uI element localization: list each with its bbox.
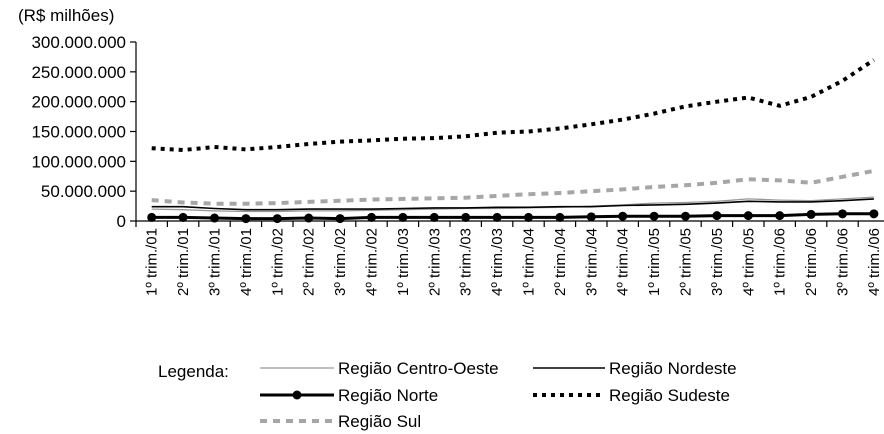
y-tick-label: 0 <box>117 212 126 231</box>
x-tick-label: 2º trim./03 <box>426 228 443 296</box>
x-tick-label: 1º trim./05 <box>646 228 663 296</box>
series-line-regiao-norte <box>151 212 874 221</box>
x-tick-label: 4º trim./05 <box>740 228 757 296</box>
series-line-regiao-sul <box>151 168 875 206</box>
y-axis: 0 50.000.000 100.000.000 150.000.000 200.000… <box>31 33 137 231</box>
x-tick-label: 3º trim./03 <box>458 228 475 296</box>
series-point-regiao-norte <box>178 212 188 222</box>
series-point-regiao-norte <box>272 214 282 224</box>
series-point-regiao-norte <box>618 211 628 221</box>
series-point-regiao-norte <box>147 212 157 222</box>
legend-item-regiao-centro-oeste: Região Centro-Oeste <box>260 359 499 378</box>
x-tick-label: 2º trim./02 <box>301 228 318 296</box>
y-tick-label: 50.000.000 <box>41 182 126 201</box>
series-point-regiao-norte <box>335 214 345 224</box>
x-tick-label: 2º trim./04 <box>552 228 569 296</box>
x-tick-label: 1º trim./06 <box>772 228 789 296</box>
x-tick-label: 1º trim./01 <box>144 228 161 296</box>
series-point-regiao-norte <box>838 209 847 219</box>
legend-label: Região Centro-Oeste <box>338 359 499 378</box>
legend-label: Região Nordeste <box>609 359 737 378</box>
x-tick-label: 1º trim./03 <box>395 228 412 296</box>
series-point-regiao-norte <box>712 211 722 221</box>
y-tick-label: 150.000.000 <box>31 123 126 142</box>
series-layer <box>147 58 879 224</box>
series-point-regiao-norte <box>555 212 565 222</box>
legend-marker <box>292 390 302 400</box>
x-tick-label: 1º trim./04 <box>521 228 538 296</box>
x-tick-label: 4º trim./06 <box>866 228 883 296</box>
series-point-regiao-norte <box>869 209 879 219</box>
series-point-regiao-norte <box>681 211 690 221</box>
series-point-regiao-norte <box>775 211 785 221</box>
y-tick-label: 250.000.000 <box>31 63 126 82</box>
series-point-regiao-norte <box>492 212 502 222</box>
series-point-regiao-norte <box>241 214 251 224</box>
series-point-regiao-norte <box>210 213 219 223</box>
x-tick-label: 2º trim./01 <box>175 228 192 296</box>
x-tick-label: 4º trim./04 <box>615 228 632 296</box>
x-tick-label: 1º trim./02 <box>269 228 286 296</box>
series-point-regiao-norte <box>649 211 659 221</box>
x-tick-label: 3º trim./06 <box>835 228 852 296</box>
series-point-regiao-norte <box>806 209 816 219</box>
x-tick-label: 3º trim./01 <box>207 228 224 296</box>
series-point-regiao-norte <box>461 212 471 222</box>
legend-title: Legenda: <box>158 362 229 381</box>
legend-label: Região Norte <box>338 386 438 405</box>
x-tick-label: 4º trim./01 <box>238 228 255 296</box>
series-point-regiao-norte <box>586 212 596 222</box>
y-tick-label: 100.000.000 <box>31 152 126 171</box>
x-tick-label: 3º trim./04 <box>583 228 600 296</box>
y-tick-label: 300.000.000 <box>31 33 126 52</box>
legend-item-regiao-sul: Região Sul <box>260 412 421 431</box>
series-point-regiao-norte <box>367 212 376 222</box>
series-line-regiao-sudeste <box>151 58 876 152</box>
x-axis: 1º trim./01 2º trim./01 3º trim./01 4º trim… <box>135 220 884 296</box>
x-tick-label: 3º trim./05 <box>709 228 726 296</box>
legend: Legenda: Região Centro-Oeste Região Norde… <box>158 359 737 431</box>
series-line-regiao-centro-oeste <box>151 196 874 213</box>
series-line-regiao-nordeste <box>151 198 874 211</box>
legend-label: Região Sudeste <box>609 386 730 405</box>
series-point-regiao-norte <box>743 211 753 221</box>
legend-label: Região Sul <box>338 412 421 431</box>
y-tick-label: 200.000.000 <box>31 93 126 112</box>
series-point-regiao-norte <box>524 212 533 222</box>
x-tick-label: 2º trim./05 <box>678 228 695 296</box>
x-tick-label: 4º trim./02 <box>364 228 381 296</box>
x-tick-label: 3º trim./02 <box>332 228 349 296</box>
unit-label: (R$ milhões) <box>18 6 114 25</box>
series-point-regiao-norte <box>398 212 408 222</box>
legend-item-regiao-nordeste: Região Nordeste <box>533 359 737 378</box>
x-tick-label: 4º trim./03 <box>489 228 506 296</box>
series-point-regiao-norte <box>429 212 439 222</box>
legend-item-regiao-norte: Região Norte <box>260 386 438 405</box>
legend-item-regiao-sudeste: Região Sudeste <box>533 386 730 405</box>
series-point-regiao-norte <box>304 213 314 223</box>
x-tick-label: 2º trim./06 <box>803 228 820 296</box>
